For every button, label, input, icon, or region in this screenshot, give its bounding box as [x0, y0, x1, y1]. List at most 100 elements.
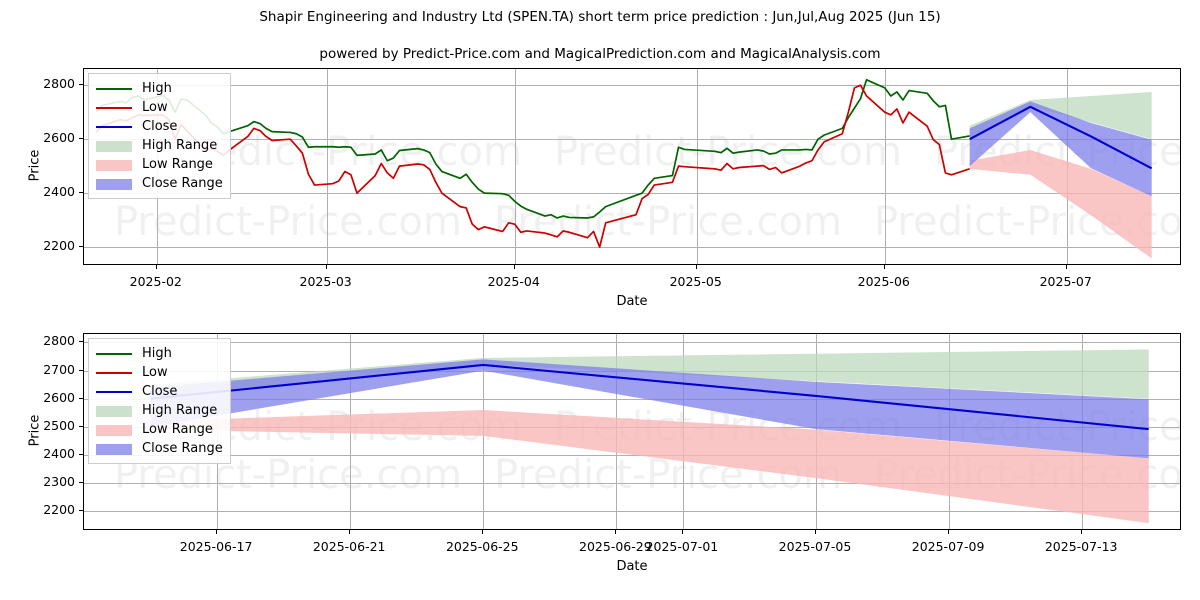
x-tick-label: 2025-07-09 — [911, 539, 985, 554]
y-tick-label: 2500 — [43, 417, 75, 433]
close-range-band — [969, 101, 1152, 197]
page-title: Shapir Engineering and Industry Ltd (SPE… — [259, 9, 941, 25]
y-tick-mark — [79, 84, 83, 85]
overview-legend: High Low Close High Range Low Range Close Ran… — [88, 73, 231, 199]
legend-label: Low Range — [142, 157, 213, 172]
x-tick-label: 2025-06-25 — [445, 539, 519, 554]
legend-item[interactable]: Close Range — [95, 439, 223, 458]
gridline-vertical — [697, 69, 698, 264]
gridline-horizontal — [84, 455, 1180, 456]
legend-swatch-patch-icon — [95, 423, 133, 437]
legend-item[interactable]: Close — [95, 117, 223, 136]
legend-item[interactable]: High Range — [95, 136, 223, 155]
gridline-horizontal — [84, 342, 1180, 343]
legend-swatch-line-icon — [95, 366, 133, 380]
x-tick-label: 2025-06 — [857, 274, 910, 289]
y-tick-label: 2400 — [43, 184, 75, 200]
x-tick-label: 2025-03 — [299, 274, 352, 289]
close-price-line — [150, 363, 1149, 431]
y-tick-label: 2800 — [43, 333, 75, 349]
x-tick-label: 2025-06-21 — [312, 539, 386, 554]
x-tick-label: 2025-04 — [487, 274, 540, 289]
y-tick-mark — [79, 246, 83, 247]
x-tick-label: 2025-06-29 — [579, 539, 652, 554]
legend-label: Close Range — [142, 441, 223, 456]
overview-y-axis-label: Price — [27, 149, 43, 181]
legend-swatch-patch-icon — [95, 139, 133, 153]
legend-label: Low — [142, 365, 168, 380]
legend-swatch-patch-icon — [95, 177, 133, 191]
legend-swatch-patch-icon — [95, 404, 133, 418]
gridline-vertical — [327, 69, 328, 264]
legend-item[interactable]: High — [95, 79, 223, 98]
x-tick-mark — [1081, 530, 1082, 534]
detail-y-axis-label: Price — [27, 414, 43, 446]
legend-label: High Range — [142, 138, 218, 153]
x-tick-label: 2025-07-05 — [778, 539, 852, 554]
overview-series-svg — [95, 78, 1153, 259]
gridline-horizontal — [84, 139, 1180, 140]
close-price-line — [969, 105, 1153, 170]
legend-label: High — [142, 81, 172, 96]
legend-item[interactable]: Close Range — [95, 174, 223, 193]
x-tick-mark — [815, 530, 816, 534]
legend-item[interactable]: Low — [95, 363, 223, 382]
high-range-band — [969, 91, 1152, 140]
y-tick-label: 2700 — [43, 361, 75, 377]
x-tick-mark — [1066, 265, 1067, 269]
legend-label: Close Range — [142, 176, 223, 191]
legend-item[interactable]: Low Range — [95, 155, 223, 174]
page-subtitle: powered by Predict-Price.com and Magical… — [319, 46, 881, 62]
y-tick-label: 2400 — [43, 446, 75, 461]
gridline-horizontal — [84, 247, 1180, 248]
x-tick-mark — [884, 265, 885, 269]
legend-item[interactable]: Low Range — [95, 420, 223, 439]
x-tick-mark — [349, 530, 350, 534]
x-tick-mark — [615, 530, 616, 534]
y-tick-mark — [79, 454, 83, 455]
y-tick-label: 2300 — [43, 474, 75, 490]
low-range-band — [150, 409, 1149, 524]
legend-label: Close — [142, 384, 178, 399]
y-tick-mark — [79, 482, 83, 483]
legend-swatch-patch-icon — [95, 158, 133, 172]
y-tick-mark — [79, 398, 83, 399]
x-tick-mark — [514, 265, 515, 269]
legend-item[interactable]: Low — [95, 98, 223, 117]
legend-swatch-line-icon — [95, 82, 133, 96]
detail-plot-area: Predict-Price.comPredict-Price.comPredic… — [83, 333, 1181, 530]
gridline-horizontal — [84, 193, 1180, 194]
y-tick-label: 2600 — [43, 389, 75, 405]
legend-swatch-line-icon — [95, 101, 133, 115]
legend-label: High — [142, 346, 172, 361]
legend-swatch-patch-icon — [95, 442, 133, 456]
y-tick-label: 2200 — [43, 502, 75, 518]
x-tick-label: 2025-06-17 — [179, 539, 253, 554]
gridline-vertical — [885, 69, 886, 264]
legend-label: Low Range — [142, 422, 213, 437]
legend-item[interactable]: High — [95, 344, 223, 363]
x-tick-label: 2025-05 — [669, 274, 722, 289]
y-tick-mark — [79, 510, 83, 511]
high-range-band — [150, 349, 1149, 399]
gridline-horizontal — [84, 483, 1180, 484]
y-tick-label: 2800 — [43, 76, 75, 92]
x-tick-label: 2025-07-13 — [1044, 539, 1118, 554]
legend-item[interactable]: High Range — [95, 401, 223, 420]
gridline-horizontal — [84, 511, 1180, 512]
legend-label: High Range — [142, 403, 218, 418]
legend-item[interactable]: Close — [95, 382, 223, 401]
y-tick-mark — [79, 341, 83, 342]
y-tick-label: 2200 — [43, 238, 75, 254]
x-tick-mark — [156, 265, 157, 269]
high-price-line — [95, 78, 970, 219]
y-tick-mark — [79, 138, 83, 139]
x-tick-mark — [482, 530, 483, 534]
detail-series-svg — [150, 349, 1149, 524]
y-tick-label: 2600 — [43, 130, 75, 146]
legend-swatch-line-icon — [95, 120, 133, 134]
detail-x-axis-label: Date — [616, 559, 648, 574]
y-tick-mark — [79, 426, 83, 427]
y-tick-mark — [79, 370, 83, 371]
